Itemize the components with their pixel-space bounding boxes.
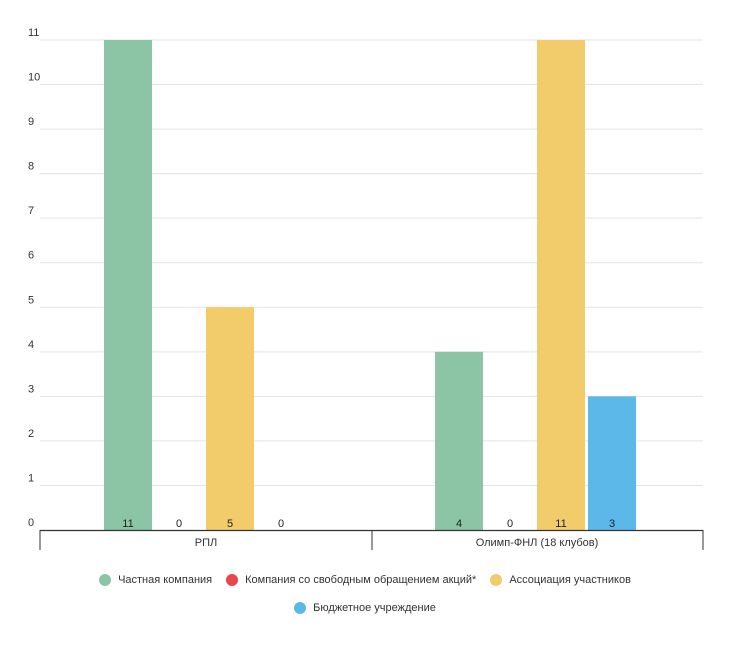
y-tick-label: 6 [28, 250, 34, 262]
legend-item: Частная компания [99, 574, 212, 586]
category-label: РПЛ [195, 537, 217, 549]
data-labels: 11 0 5 0 4 0 11 3 [122, 518, 615, 530]
y-tick-label: 2 [28, 428, 34, 440]
bar [435, 351, 483, 530]
legend-label: Частная компания [118, 574, 213, 586]
legend-label: Ассоциация участников [509, 574, 631, 586]
bar-value-label: 4 [456, 518, 462, 530]
bar [588, 396, 636, 530]
legend-row: Бюджетное учреждение [0, 594, 730, 622]
y-tick-label: 11 [28, 27, 39, 39]
bar-value-label: 0 [507, 518, 513, 530]
legend-label: Бюджетное учреждение [313, 602, 436, 614]
legend-row: Частная компания Компания со свободным об… [0, 566, 730, 594]
bar [104, 40, 152, 530]
category-label: Олимп-ФНЛ (18 клубов) [476, 537, 599, 549]
bar [537, 40, 585, 530]
y-tick-label: 7 [28, 205, 34, 217]
y-tick-label: 9 [28, 116, 34, 128]
legend-swatch [490, 574, 503, 586]
bar [206, 307, 254, 530]
legend-item: Ассоциация участников [490, 574, 631, 586]
y-tick-label: 8 [28, 161, 34, 173]
bars [104, 40, 636, 530]
y-tick-label: 4 [28, 339, 34, 351]
bar-value-label: 11 [122, 518, 133, 530]
legend-swatch [294, 602, 307, 614]
y-tick-label: 1 [28, 472, 34, 484]
bar-value-label: 5 [227, 518, 233, 530]
y-axis-ticks: 0 1 2 3 4 5 6 7 8 9 10 11 [28, 27, 40, 529]
x-axis: РПЛ Олимп-ФНЛ (18 клубов) [39, 529, 704, 550]
bar-value-label: 11 [555, 518, 566, 530]
bar-value-label: 0 [176, 518, 182, 530]
legend-swatch [99, 574, 112, 586]
y-tick-label: 3 [28, 383, 34, 395]
legend-label: Компания со свободным обращением акций* [245, 574, 477, 586]
bar-value-label: 3 [609, 518, 615, 530]
y-tick-label: 5 [28, 294, 34, 306]
y-tick-label: 10 [28, 72, 40, 84]
legend-swatch [226, 574, 239, 586]
legend: Частная компания Компания со свободным об… [0, 566, 730, 622]
bar-value-label: 0 [278, 518, 284, 530]
y-tick-label: 0 [28, 517, 34, 529]
legend-item: Компания со свободным обращением акций* [226, 574, 476, 586]
legend-item: Бюджетное учреждение [294, 602, 436, 614]
